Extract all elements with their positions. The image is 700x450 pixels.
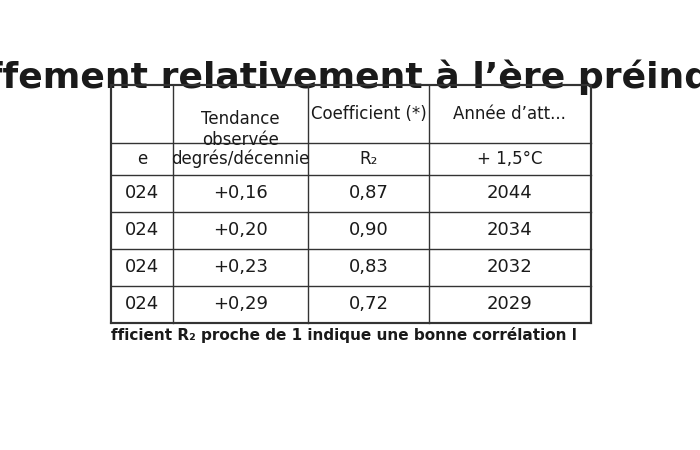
Text: uffement relativement à l’ère préindus: uffement relativement à l’ère préindus xyxy=(0,59,700,95)
Text: 0,90: 0,90 xyxy=(349,221,389,239)
Text: fficient R₂ proche de 1 indique une bonne corrélation l: fficient R₂ proche de 1 indique une bonn… xyxy=(111,327,577,343)
Text: +0,20: +0,20 xyxy=(214,221,268,239)
Bar xyxy=(111,85,592,323)
Text: 0,87: 0,87 xyxy=(349,184,389,202)
Text: 024: 024 xyxy=(125,295,159,313)
Text: 2032: 2032 xyxy=(487,258,533,276)
Text: +0,29: +0,29 xyxy=(213,295,268,313)
Text: 2029: 2029 xyxy=(487,295,533,313)
Text: 2044: 2044 xyxy=(487,184,533,202)
Text: 0,83: 0,83 xyxy=(349,258,389,276)
Text: 024: 024 xyxy=(125,221,159,239)
Text: 024: 024 xyxy=(125,184,159,202)
Text: degrés/décennie: degrés/décennie xyxy=(172,149,309,168)
Text: Tendance
observée: Tendance observée xyxy=(202,110,280,149)
Text: R₂: R₂ xyxy=(359,150,377,168)
Text: Coefficient (*): Coefficient (*) xyxy=(311,105,426,123)
Text: Année d’att...: Année d’att... xyxy=(454,105,566,123)
Text: 0,72: 0,72 xyxy=(349,295,389,313)
Text: 2034: 2034 xyxy=(487,221,533,239)
Text: +0,23: +0,23 xyxy=(213,258,268,276)
Text: + 1,5°C: + 1,5°C xyxy=(477,150,542,168)
Text: 024: 024 xyxy=(125,258,159,276)
Text: e: e xyxy=(136,150,147,168)
Text: +0,16: +0,16 xyxy=(214,184,268,202)
